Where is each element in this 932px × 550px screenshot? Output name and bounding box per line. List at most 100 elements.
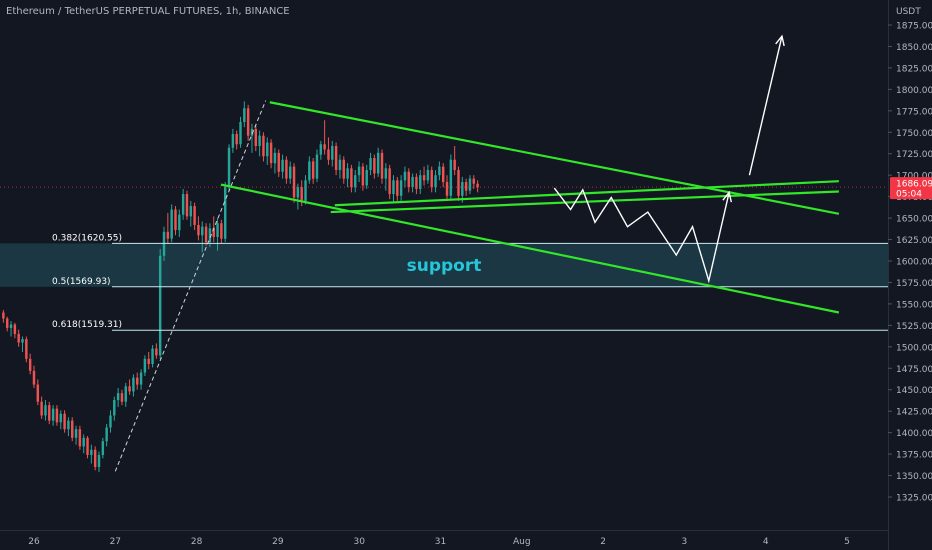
- candle-body: [304, 180, 307, 201]
- candle-body: [78, 429, 82, 447]
- y-tick-label-2: 1375.00: [896, 451, 932, 461]
- y-tick-label-10: 1575.00: [896, 279, 932, 289]
- candle-body: [25, 339, 28, 359]
- y-tick-label-5: 1450.00: [896, 386, 932, 396]
- candle-body: [453, 159, 456, 171]
- candle-body: [36, 384, 40, 402]
- x-tick-label-1: 27: [110, 537, 121, 547]
- candle-body: [97, 454, 101, 467]
- candle-body: [116, 393, 120, 401]
- support-label: support: [407, 256, 482, 276]
- candle-body: [201, 226, 204, 236]
- candle-body: [17, 333, 20, 343]
- candle-body: [468, 178, 472, 191]
- candle-body: [269, 142, 273, 164]
- candle-body: [21, 339, 24, 343]
- candle-body: [181, 194, 185, 215]
- candle-body: [124, 386, 127, 402]
- candle-body: [285, 159, 288, 179]
- candle-body: [204, 226, 208, 243]
- candle-body: [273, 152, 277, 164]
- candle-body: [411, 176, 414, 188]
- candle-body: [90, 449, 93, 455]
- x-tick-label-8: 3: [682, 537, 688, 547]
- x-tick-label-9: 4: [763, 537, 769, 547]
- candle-body: [288, 166, 292, 179]
- fib-label-0: 0.382(1620.55): [52, 233, 122, 243]
- candle-body: [44, 405, 47, 416]
- candle-body: [2, 312, 5, 319]
- candle-body: [223, 187, 227, 239]
- candle-body: [55, 408, 59, 423]
- candle-body: [128, 386, 131, 392]
- candle-body: [380, 152, 384, 179]
- candle-body: [174, 209, 177, 231]
- candle-body: [250, 128, 254, 136]
- candle-body: [262, 135, 265, 157]
- candle-body: [93, 449, 97, 467]
- y-tick-label-11: 1600.00: [896, 258, 932, 268]
- candle-body: [82, 437, 85, 447]
- y-tick-label-13: 1650.00: [896, 215, 932, 225]
- candle-body: [476, 183, 479, 188]
- candle-body: [258, 135, 261, 147]
- candle-body: [74, 429, 78, 438]
- candle-body: [32, 370, 36, 385]
- candle-body: [101, 441, 105, 455]
- candle-body: [40, 401, 43, 416]
- candle-body: [185, 194, 189, 217]
- candle-body: [227, 147, 231, 188]
- candle-body: [170, 209, 173, 239]
- current-price-value: 1686.09: [896, 180, 932, 190]
- candle-body: [392, 180, 395, 195]
- y-tick-label-17: 1750.00: [896, 129, 932, 139]
- candle-body: [86, 437, 89, 455]
- candle-body: [120, 393, 124, 402]
- candle-body: [136, 377, 139, 385]
- candle-body: [327, 149, 330, 160]
- candle-body: [48, 405, 51, 421]
- trendline-wedge-upper: [334, 180, 839, 207]
- candle-body: [155, 348, 158, 356]
- candle-body: [315, 154, 319, 179]
- y-tick-label-7: 1500.00: [896, 343, 932, 353]
- candle-body: [151, 348, 154, 364]
- candle-body: [472, 178, 476, 184]
- y-tick-label-4: 1425.00: [896, 408, 932, 418]
- candle-body: [426, 170, 430, 181]
- candle-body: [376, 152, 380, 174]
- candle-body: [239, 121, 242, 145]
- x-tick-label-2: 28: [191, 537, 203, 547]
- support-zone: [0, 243, 888, 287]
- candle-body: [109, 415, 112, 428]
- candle-body: [59, 413, 62, 423]
- x-tick-label-7: 2: [600, 537, 606, 547]
- candle-body: [71, 420, 74, 438]
- candle-body: [300, 187, 303, 201]
- candle-body: [464, 182, 468, 191]
- candle-body: [266, 142, 269, 157]
- candle-body: [461, 182, 464, 196]
- candle-body: [51, 408, 55, 421]
- candle-body: [63, 413, 66, 430]
- x-tick-label-4: 30: [353, 537, 365, 547]
- y-tick-label-18: 1775.00: [896, 107, 932, 117]
- currency-label: USDT: [896, 7, 921, 17]
- candle-body: [346, 168, 349, 179]
- x-tick-label-0: 26: [28, 537, 40, 547]
- candle-body: [113, 400, 116, 416]
- candle-body: [139, 372, 143, 385]
- candle-body: [105, 427, 108, 442]
- candle-body: [5, 318, 9, 328]
- candle-body: [308, 161, 311, 181]
- impulse-dashed-line: [114, 100, 267, 472]
- candle-body: [143, 358, 147, 373]
- candle-body: [350, 168, 353, 188]
- candle-body: [277, 152, 280, 172]
- candle-body: [212, 228, 215, 237]
- candle-body: [396, 180, 399, 196]
- candle-body: [13, 324, 17, 334]
- candle-body: [357, 166, 361, 176]
